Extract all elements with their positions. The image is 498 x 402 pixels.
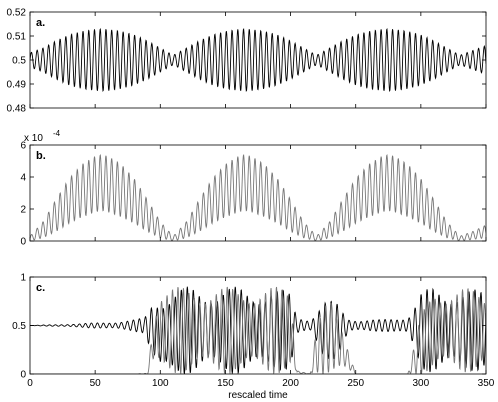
x-axis-label: rescaled time (228, 390, 288, 401)
y-tick-label: 0.52 (7, 8, 27, 19)
x-tick-label: 250 (347, 378, 364, 389)
panel-label: b. (36, 150, 46, 162)
y-tick-label: 0 (20, 237, 26, 248)
y-tick-label: 0 (20, 370, 26, 381)
series-line-2 (30, 286, 486, 374)
panel-label: c. (36, 282, 45, 294)
y-tick-label: 4 (20, 173, 26, 184)
y-tick-label: 0.48 (7, 104, 27, 115)
x-tick-label: 100 (152, 378, 169, 389)
y-tick-label: 6 (20, 141, 26, 152)
y-tick-label: 1 (20, 273, 26, 284)
x-tick-label: 0 (27, 378, 33, 389)
scale-exponent: -4 (53, 129, 61, 138)
y-tick-label: 0.5 (12, 321, 26, 332)
plot-frame (29, 144, 487, 242)
x-tick-label: 50 (90, 378, 102, 389)
y-tick-label: 0.5 (12, 56, 26, 67)
x-tick-label: 350 (478, 378, 495, 389)
y-tick-label: 0.49 (7, 80, 27, 91)
x-tick-label: 150 (217, 378, 234, 389)
series-line-1 (30, 286, 486, 374)
series-line-1 (30, 28, 486, 92)
y-tick-label: 0.51 (7, 32, 27, 43)
scale-label: x 10 (24, 133, 43, 144)
panel-label: a. (36, 17, 45, 29)
x-tick-label: 200 (282, 378, 299, 389)
y-tick-label: 2 (20, 205, 26, 216)
series-line-1 (30, 153, 486, 241)
x-tick-label: 300 (413, 378, 430, 389)
